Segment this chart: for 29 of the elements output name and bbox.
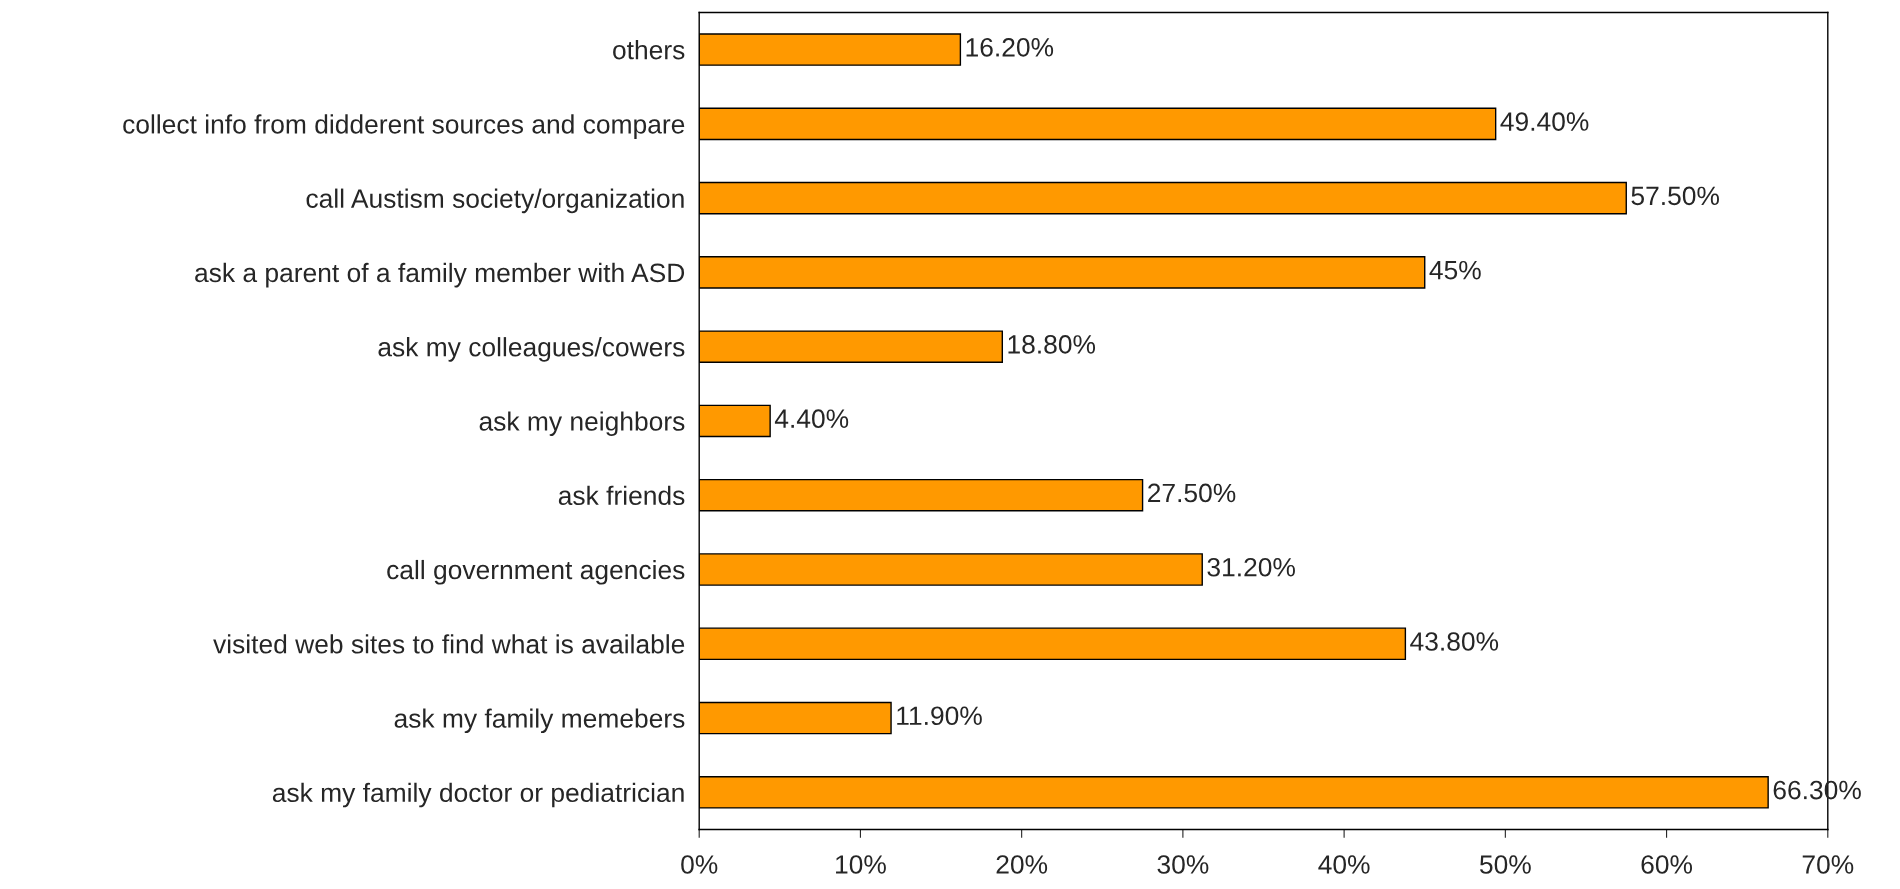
data-label: 57.50% (1631, 186, 1719, 206)
y-tick-label: ask my family memebers (394, 708, 685, 734)
y-tick-label: ask my colleagues/cowers (378, 337, 685, 362)
y-tick-label: call government agencies (387, 559, 685, 585)
x-tick-label: 50% (1479, 855, 1531, 874)
y-tick-label: call Austism society/organization (306, 188, 684, 214)
y-tick-label: ask my neighbors (479, 411, 685, 436)
y-tick-label: ask a parent of a family member with ASD (195, 262, 685, 288)
x-tick-label: 60% (1641, 855, 1693, 874)
data-label: 49.40% (1500, 112, 1589, 131)
data-label: 31.20% (1207, 557, 1295, 577)
y-tick-label: others (613, 40, 685, 60)
x-tick-label: 20% (996, 855, 1048, 874)
data-label: 27.50% (1148, 483, 1236, 503)
data-label: 11.90% (897, 706, 982, 726)
x-tick-label: 0% (681, 855, 718, 874)
y-tick-label: ask friends (558, 485, 685, 506)
y-tick-label: collect info from didderent sources and compare (123, 114, 685, 139)
data-label: 4.40% (774, 409, 849, 429)
y-tick-label: ask my family doctor or pediatrician (272, 782, 684, 808)
data-label: 43.80% (1410, 632, 1499, 651)
data-label: 16.20% (966, 37, 1054, 57)
data-label: 45% (1429, 260, 1481, 280)
x-tick-label: 40% (1318, 855, 1370, 874)
x-tick-label: 70% (1802, 855, 1854, 874)
data-label: 18.80% (1008, 335, 1096, 354)
x-tick-label: 30% (1157, 855, 1209, 874)
x-tick-label: 10% (836, 855, 886, 874)
y-tick-label: visited web sites to find what is available (213, 634, 685, 654)
